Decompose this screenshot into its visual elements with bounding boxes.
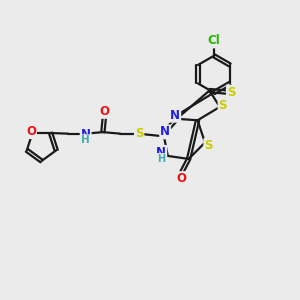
Text: S: S — [204, 139, 213, 152]
Text: N: N — [170, 109, 180, 122]
Text: S: S — [135, 127, 143, 140]
Text: S: S — [227, 85, 236, 98]
Text: O: O — [176, 172, 186, 185]
Text: H: H — [81, 135, 90, 145]
Text: N: N — [156, 146, 166, 159]
Text: O: O — [99, 105, 110, 118]
Text: Cl: Cl — [208, 34, 220, 47]
Text: S: S — [219, 99, 227, 112]
Text: H: H — [157, 154, 165, 164]
Text: N: N — [81, 128, 91, 141]
Text: O: O — [26, 125, 36, 138]
Text: N: N — [160, 125, 170, 138]
